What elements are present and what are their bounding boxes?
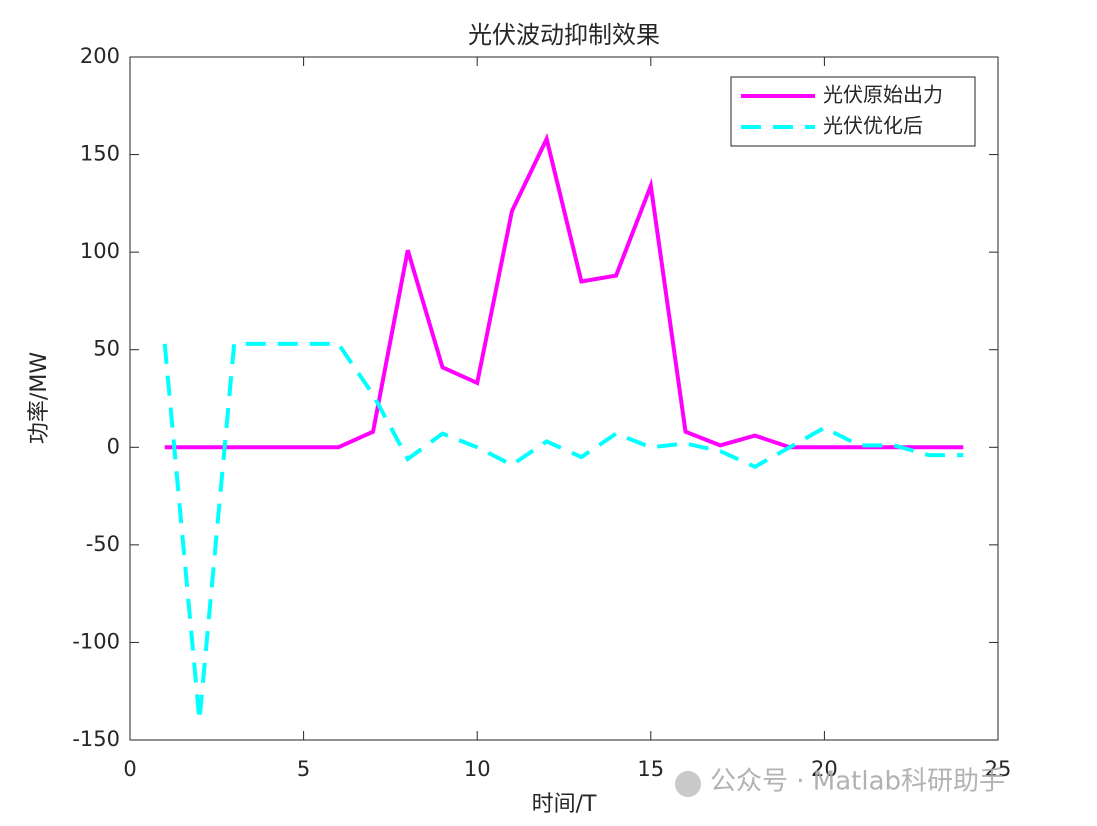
x-tick-label: 20 xyxy=(811,757,838,781)
y-tick-label: 100 xyxy=(80,239,120,263)
y-tick-label: 150 xyxy=(80,142,120,166)
legend-box xyxy=(730,76,976,147)
chart-title: 光伏波动抑制效果 xyxy=(468,21,660,49)
x-tick-label: 25 xyxy=(985,757,1012,781)
legend-label: 光伏优化后 xyxy=(823,114,923,138)
plot-frame xyxy=(129,56,999,741)
y-tick-label: -150 xyxy=(72,727,120,751)
x-tick-label: 0 xyxy=(123,757,136,781)
y-axis-label: 功率/MW xyxy=(27,352,52,444)
y-tick-label: -100 xyxy=(72,629,120,653)
legend-label: 光伏原始出力 xyxy=(823,83,943,107)
x-tick-label: 10 xyxy=(464,757,491,781)
y-tick-label: 0 xyxy=(107,434,120,458)
watermark-icon xyxy=(675,771,701,797)
watermark: 公众号 · Matlab科研助手 xyxy=(710,767,1005,797)
y-tick-label: 50 xyxy=(93,337,120,361)
y-tick-label: -50 xyxy=(86,532,120,556)
series-line xyxy=(164,133,964,450)
y-tick-label: 200 xyxy=(80,44,120,68)
x-tick-label: 15 xyxy=(637,757,664,781)
x-tick-label: 5 xyxy=(297,757,310,781)
x-axis-label: 时间/T xyxy=(532,792,597,817)
